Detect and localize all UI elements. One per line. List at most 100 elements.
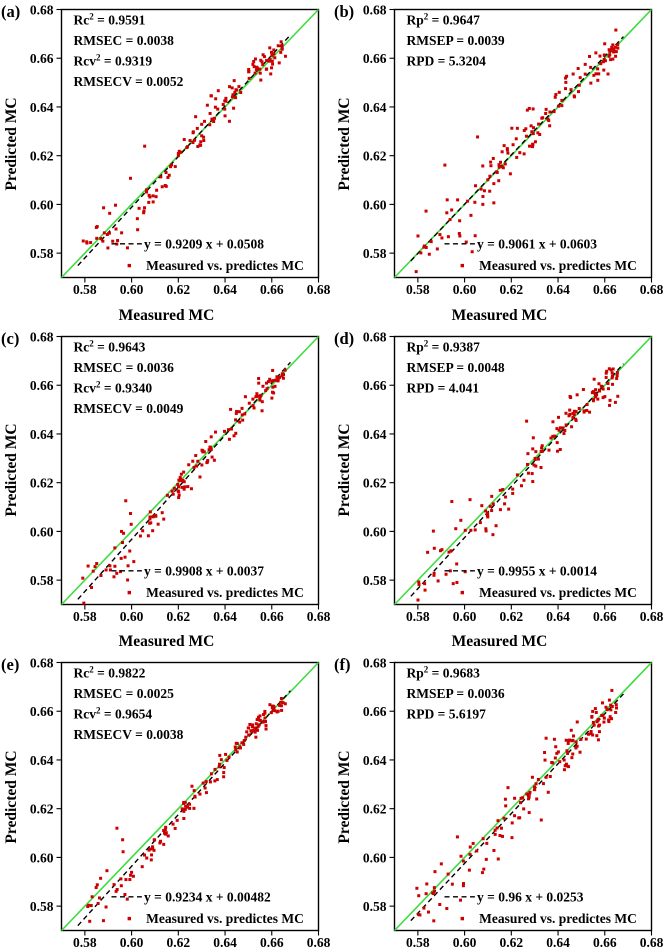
svg-text:0.68: 0.68 xyxy=(307,282,331,297)
svg-text:0.62: 0.62 xyxy=(363,149,387,164)
svg-text:0.64: 0.64 xyxy=(213,935,237,950)
svg-text:0.58: 0.58 xyxy=(30,246,54,261)
svg-text:0.64: 0.64 xyxy=(213,282,237,297)
svg-text:0.60: 0.60 xyxy=(363,850,387,865)
svg-text:0.58: 0.58 xyxy=(363,246,387,261)
svg-text:RMSECV = 0.0052: RMSECV = 0.0052 xyxy=(74,74,184,89)
svg-text:Measured vs. predictes MC: Measured vs. predictes MC xyxy=(479,585,637,600)
svg-text:0.68: 0.68 xyxy=(640,935,664,950)
svg-text:0.62: 0.62 xyxy=(500,935,524,950)
svg-text:Measured vs. predictes MC: Measured vs. predictes MC xyxy=(146,585,304,600)
svg-text:0.62: 0.62 xyxy=(167,609,191,624)
svg-text:0.58: 0.58 xyxy=(73,935,97,950)
svg-text:0.64: 0.64 xyxy=(363,426,387,441)
svg-text:0.62: 0.62 xyxy=(500,609,524,624)
svg-text:RPD = 4.041: RPD = 4.041 xyxy=(407,380,480,395)
svg-text:RMSECV = 0.0038: RMSECV = 0.0038 xyxy=(74,727,184,742)
svg-text:0.60: 0.60 xyxy=(453,935,477,950)
svg-text:0.66: 0.66 xyxy=(593,282,617,297)
svg-text:0.60: 0.60 xyxy=(363,524,387,539)
svg-text:0.68: 0.68 xyxy=(30,329,54,344)
svg-text:0.68: 0.68 xyxy=(30,3,54,18)
svg-text:0.64: 0.64 xyxy=(30,426,54,441)
svg-text:0.66: 0.66 xyxy=(260,935,284,950)
svg-text:0.66: 0.66 xyxy=(363,378,387,393)
svg-text:0.62: 0.62 xyxy=(30,149,54,164)
svg-text:0.64: 0.64 xyxy=(30,100,54,115)
svg-text:Rp2 = 0.9683: Rp2 = 0.9683 xyxy=(407,664,481,680)
svg-text:0.62: 0.62 xyxy=(363,475,387,490)
svg-text:0.68: 0.68 xyxy=(307,609,331,624)
svg-text:0.62: 0.62 xyxy=(363,802,387,817)
svg-text:RMSECV = 0.0049: RMSECV = 0.0049 xyxy=(74,400,184,415)
svg-text:0.60: 0.60 xyxy=(453,609,477,624)
svg-text:y = 0.9908 x + 0.0037: y = 0.9908 x + 0.0037 xyxy=(144,563,264,578)
svg-text:Rp2 = 0.9647: Rp2 = 0.9647 xyxy=(407,11,481,27)
svg-text:0.60: 0.60 xyxy=(30,524,54,539)
svg-text:0.60: 0.60 xyxy=(120,609,144,624)
svg-text:RPD = 5.3204: RPD = 5.3204 xyxy=(407,53,487,68)
svg-text:0.64: 0.64 xyxy=(546,609,570,624)
svg-text:0.58: 0.58 xyxy=(73,609,97,624)
svg-text:0.66: 0.66 xyxy=(30,704,54,719)
svg-text:RMSEP = 0.0048: RMSEP = 0.0048 xyxy=(407,359,505,374)
svg-text:0.64: 0.64 xyxy=(546,935,570,950)
svg-text:y = 0.9209 x + 0.0508: y = 0.9209 x + 0.0508 xyxy=(144,236,264,251)
svg-text:Rc2 = 0.9591: Rc2 = 0.9591 xyxy=(74,11,146,27)
svg-text:0.66: 0.66 xyxy=(593,935,617,950)
svg-text:Rcv2 = 0.9340: Rcv2 = 0.9340 xyxy=(74,379,153,395)
svg-text:0.68: 0.68 xyxy=(363,3,387,18)
svg-text:0.68: 0.68 xyxy=(640,609,664,624)
svg-text:RMSEP = 0.0036: RMSEP = 0.0036 xyxy=(407,686,505,701)
svg-text:Rp2 = 0.9387: Rp2 = 0.9387 xyxy=(407,338,481,354)
svg-text:RMSEC = 0.0036: RMSEC = 0.0036 xyxy=(74,359,175,374)
svg-text:0.64: 0.64 xyxy=(546,282,570,297)
svg-text:0.68: 0.68 xyxy=(307,935,331,950)
svg-text:0.64: 0.64 xyxy=(213,609,237,624)
svg-text:0.64: 0.64 xyxy=(30,753,54,768)
svg-text:0.62: 0.62 xyxy=(30,802,54,817)
svg-text:0.64: 0.64 xyxy=(363,753,387,768)
svg-text:Rcv2 = 0.9319: Rcv2 = 0.9319 xyxy=(74,52,153,68)
svg-text:0.58: 0.58 xyxy=(30,899,54,914)
svg-text:0.66: 0.66 xyxy=(30,378,54,393)
svg-text:Measured vs. predictes MC: Measured vs. predictes MC xyxy=(479,258,637,273)
svg-text:0.66: 0.66 xyxy=(363,51,387,66)
svg-text:Rc2 = 0.9643: Rc2 = 0.9643 xyxy=(74,338,146,354)
svg-text:Measured vs. predictes MC: Measured vs. predictes MC xyxy=(146,258,304,273)
svg-text:0.62: 0.62 xyxy=(500,282,524,297)
svg-text:0.60: 0.60 xyxy=(30,197,54,212)
svg-text:0.66: 0.66 xyxy=(30,51,54,66)
svg-text:0.66: 0.66 xyxy=(593,609,617,624)
svg-text:0.58: 0.58 xyxy=(406,609,430,624)
svg-text:0.66: 0.66 xyxy=(260,282,284,297)
svg-text:0.68: 0.68 xyxy=(363,656,387,671)
svg-text:0.58: 0.58 xyxy=(406,282,430,297)
svg-text:Measured vs. predictes MC: Measured vs. predictes MC xyxy=(146,911,304,926)
svg-text:0.66: 0.66 xyxy=(363,704,387,719)
svg-text:0.60: 0.60 xyxy=(30,850,54,865)
svg-text:RMSEP = 0.0039: RMSEP = 0.0039 xyxy=(407,33,505,48)
svg-text:0.68: 0.68 xyxy=(363,329,387,344)
svg-text:0.58: 0.58 xyxy=(30,573,54,588)
svg-text:0.60: 0.60 xyxy=(120,935,144,950)
svg-text:0.62: 0.62 xyxy=(167,282,191,297)
svg-text:0.64: 0.64 xyxy=(363,100,387,115)
svg-text:y = 0.96 x + 0.0253: y = 0.96 x + 0.0253 xyxy=(477,889,584,904)
svg-text:0.58: 0.58 xyxy=(406,935,430,950)
svg-text:Rcv2 = 0.9654: Rcv2 = 0.9654 xyxy=(74,705,153,721)
svg-text:0.58: 0.58 xyxy=(363,573,387,588)
svg-text:y = 0.9955 x + 0.0014: y = 0.9955 x + 0.0014 xyxy=(477,563,597,578)
svg-text:0.58: 0.58 xyxy=(73,282,97,297)
svg-text:0.62: 0.62 xyxy=(30,475,54,490)
svg-text:0.66: 0.66 xyxy=(260,609,284,624)
svg-text:0.60: 0.60 xyxy=(453,282,477,297)
svg-text:RMSEC = 0.0038: RMSEC = 0.0038 xyxy=(74,33,175,48)
svg-text:RMSEC = 0.0025: RMSEC = 0.0025 xyxy=(74,686,175,701)
svg-text:0.62: 0.62 xyxy=(167,935,191,950)
svg-text:0.60: 0.60 xyxy=(363,197,387,212)
svg-text:0.68: 0.68 xyxy=(30,656,54,671)
svg-text:0.58: 0.58 xyxy=(363,899,387,914)
svg-text:Measured vs. predictes MC: Measured vs. predictes MC xyxy=(479,911,637,926)
svg-text:0.68: 0.68 xyxy=(640,282,664,297)
